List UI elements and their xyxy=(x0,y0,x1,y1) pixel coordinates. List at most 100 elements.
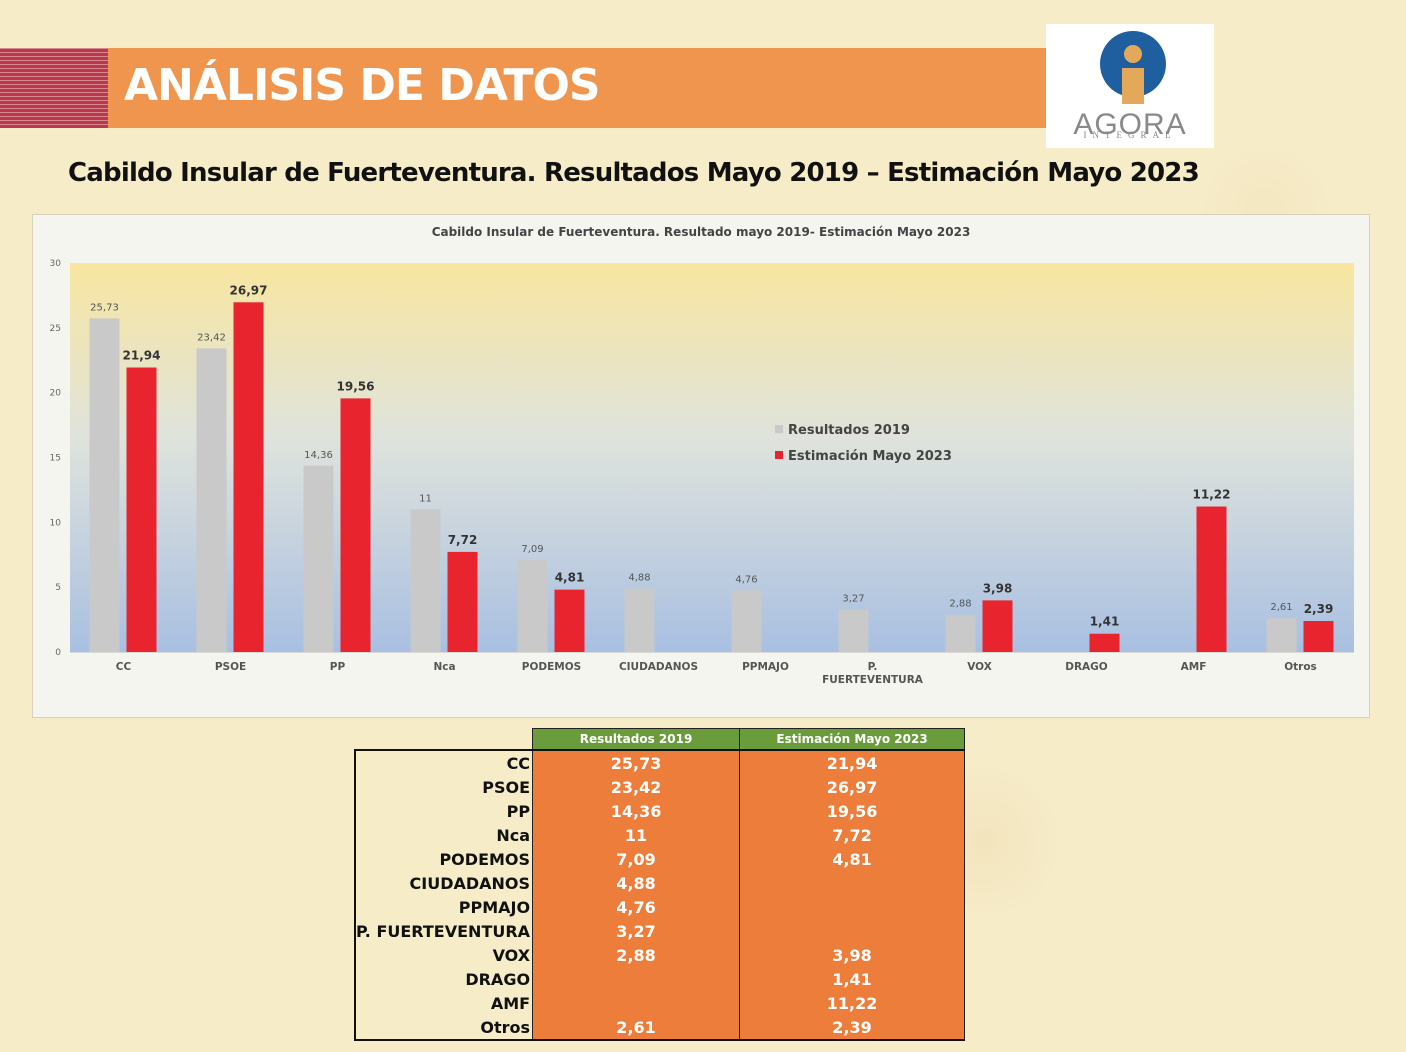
chart-title: Cabildo Insular de Fuerteventura. Result… xyxy=(432,225,971,239)
page-title: ANÁLISIS DE DATOS xyxy=(124,60,601,111)
x-tick-label-line: PODEMOS xyxy=(522,661,581,673)
y-tick-label: 5 xyxy=(55,583,61,593)
row-label: CC xyxy=(354,749,533,775)
data-label-2019: 25,73 xyxy=(90,302,119,313)
bar-2019 xyxy=(1266,618,1297,652)
x-tick-label-line: CC xyxy=(116,661,132,673)
value-2019: 4,88 xyxy=(532,871,741,895)
bar-2023 xyxy=(126,367,157,652)
row-label: DRAGO xyxy=(354,967,533,991)
value-2019: 11 xyxy=(532,823,741,847)
bar-2019 xyxy=(945,614,976,652)
table-row: P. FUERTEVENTURA 3,27 xyxy=(354,919,966,943)
data-label-2019: 23,42 xyxy=(197,332,226,343)
data-label-2019: 4,88 xyxy=(628,573,650,584)
x-tick-label-line: P. xyxy=(868,661,878,673)
x-tick-label: PP xyxy=(330,661,346,673)
row-label: P. FUERTEVENTURA xyxy=(354,919,533,943)
x-tick-label: CC xyxy=(116,661,132,673)
row-label: AMF xyxy=(354,991,533,1015)
value-2019: 2,88 xyxy=(532,943,741,967)
x-tick-label: CIUDADANOS xyxy=(619,661,698,673)
legend-swatch-2023 xyxy=(775,451,783,459)
x-tick-label: PODEMOS xyxy=(522,661,581,673)
table-row: Otros 2,61 2,39 xyxy=(354,1015,966,1041)
x-tick-label-line: VOX xyxy=(967,661,992,673)
data-label-2019: 4,76 xyxy=(735,574,757,585)
y-tick-label: 30 xyxy=(50,259,62,269)
x-tick-label-line: AMF xyxy=(1181,661,1207,673)
data-label-2023: 11,22 xyxy=(1193,488,1231,502)
x-tick-label: PPMAJO xyxy=(742,661,789,673)
value-2019 xyxy=(532,991,741,1015)
data-label-2019: 14,36 xyxy=(304,450,333,461)
legend-label-2019: Resultados 2019 xyxy=(788,423,910,438)
data-label-2023: 4,81 xyxy=(555,571,585,585)
legend: Resultados 2019 Estimación Mayo 2023 xyxy=(775,423,952,464)
x-tick-label: Nca xyxy=(433,661,455,673)
bar-2023 xyxy=(554,589,585,652)
value-2023: 7,72 xyxy=(739,823,966,847)
data-label-2019: 7,09 xyxy=(521,544,543,555)
value-2023: 26,97 xyxy=(739,775,966,799)
value-2019: 2,61 xyxy=(532,1015,741,1041)
bar-2019 xyxy=(624,588,655,652)
value-2023: 2,39 xyxy=(739,1015,966,1041)
x-tick-label: DRAGO xyxy=(1065,661,1108,673)
data-label-2023: 2,39 xyxy=(1304,602,1334,616)
x-tick-label: Otros xyxy=(1284,661,1317,673)
bar-2023 xyxy=(1303,621,1334,652)
value-2019 xyxy=(532,967,741,991)
row-label: PSOE xyxy=(354,775,533,799)
x-tick-label: AMF xyxy=(1181,661,1207,673)
value-2023: 3,98 xyxy=(739,943,966,967)
chart-frame: Cabildo Insular de Fuerteventura. Result… xyxy=(32,214,1370,718)
bar-2023 xyxy=(982,600,1013,652)
value-2019: 7,09 xyxy=(532,847,741,871)
bar-2023 xyxy=(447,551,478,652)
table-row: VOX 2,88 3,98 xyxy=(354,943,966,967)
y-tick-label: 10 xyxy=(50,518,62,528)
table-row: DRAGO 1,41 xyxy=(354,967,966,991)
bar-2019 xyxy=(196,348,227,652)
value-2023 xyxy=(739,871,966,895)
data-table: Resultados 2019 Estimación Mayo 2023 CC 2… xyxy=(354,728,966,1041)
decorative-stripes xyxy=(0,48,108,128)
x-tick-label-line: DRAGO xyxy=(1065,661,1108,673)
value-2023: 19,56 xyxy=(739,799,966,823)
value-2019: 25,73 xyxy=(532,749,741,775)
y-tick-label: 25 xyxy=(50,324,61,334)
y-tick-label: 20 xyxy=(50,389,62,399)
table-row: CC 25,73 21,94 xyxy=(354,749,966,775)
row-label: VOX xyxy=(354,943,533,967)
logo-subtext: INTEGRAL xyxy=(1083,130,1177,140)
value-2019: 3,27 xyxy=(532,919,741,943)
data-label-2019: 11 xyxy=(419,493,432,504)
data-label-2019: 3,27 xyxy=(842,594,864,605)
x-tick-label-line: Nca xyxy=(433,661,455,673)
value-2023: 21,94 xyxy=(739,749,966,775)
row-label: Otros xyxy=(354,1015,533,1041)
bar-2019 xyxy=(731,590,762,652)
value-2023: 1,41 xyxy=(739,967,966,991)
bar-2023 xyxy=(1089,633,1120,652)
value-2019: 14,36 xyxy=(532,799,741,823)
x-tick-label: PSOE xyxy=(215,661,246,673)
data-label-2019: 2,88 xyxy=(949,599,971,610)
y-tick-label: 0 xyxy=(55,648,61,658)
x-tick-label: VOX xyxy=(967,661,992,673)
plot-area xyxy=(70,263,1354,652)
logo-text: AGORA xyxy=(1073,108,1187,141)
table-corner xyxy=(355,729,533,751)
table-header-2019: Resultados 2019 xyxy=(532,728,741,751)
bar-2019 xyxy=(838,609,869,652)
slide-subtitle: Cabildo Insular de Fuerteventura. Result… xyxy=(68,158,1200,188)
bar-2019 xyxy=(517,560,548,652)
table-row: CIUDADANOS 4,88 xyxy=(354,871,966,895)
value-2023 xyxy=(739,919,966,943)
data-label-2019: 2,61 xyxy=(1270,602,1292,613)
bar-chart: Cabildo Insular de Fuerteventura. Result… xyxy=(50,225,1354,686)
bar-2023 xyxy=(233,302,264,652)
data-label-2023: 7,72 xyxy=(448,533,478,547)
x-tick-label-line: FUERTEVENTURA xyxy=(822,674,924,686)
